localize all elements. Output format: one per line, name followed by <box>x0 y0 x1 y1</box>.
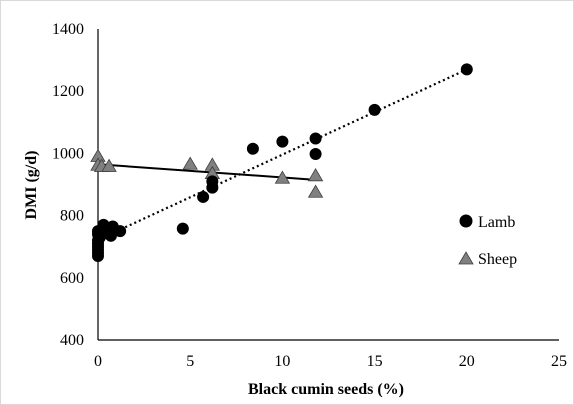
legend-label-sheep: Sheep <box>478 251 517 268</box>
y-tick-label: 600 <box>60 270 84 287</box>
x-axis-title: Black cumin seeds (%) <box>248 381 404 398</box>
legend: Lamb Sheep <box>458 214 517 268</box>
x-tick-label: 15 <box>367 353 383 370</box>
point-sheep <box>274 170 291 184</box>
x-tick-labels: 0 5 10 15 20 25 <box>94 353 567 370</box>
x-tick-label: 20 <box>459 353 475 370</box>
x-tick-label: 10 <box>274 353 290 370</box>
y-tick-label: 400 <box>60 332 84 349</box>
point-lamb <box>460 63 473 76</box>
point-sheep <box>307 167 324 182</box>
y-tick-label: 1000 <box>52 145 84 162</box>
y-tick-label: 1400 <box>52 21 84 38</box>
legend-item-lamb: Lamb <box>459 214 515 231</box>
y-tick-label: 1200 <box>52 83 84 100</box>
point-lamb <box>176 222 189 235</box>
point-sheep <box>101 158 117 172</box>
point-lamb <box>309 132 322 145</box>
legend-marker-sheep <box>458 251 474 265</box>
axes <box>97 29 559 341</box>
trendline-lamb <box>97 68 468 241</box>
point-sheep <box>307 184 324 198</box>
data-points <box>90 63 473 263</box>
x-tick-label: 5 <box>186 353 194 370</box>
point-lamb <box>197 190 210 203</box>
y-tick-labels: 400 600 800 1000 1200 1400 <box>52 21 84 349</box>
point-lamb <box>309 148 322 161</box>
x-tick-label: 25 <box>551 353 567 370</box>
x-tick-label: 0 <box>94 353 102 370</box>
point-lamb <box>246 142 259 155</box>
legend-label-lamb: Lamb <box>478 214 515 231</box>
point-lamb <box>114 225 127 238</box>
point-lamb <box>206 175 219 188</box>
point-lamb <box>276 135 289 148</box>
point-sheep <box>182 156 198 170</box>
legend-marker-lamb <box>459 214 473 228</box>
point-lamb <box>104 229 117 242</box>
trendlines <box>97 68 468 241</box>
y-tick-label: 800 <box>60 208 84 225</box>
y-axis-title: DMI (g/d) <box>23 151 40 220</box>
legend-item-sheep: Sheep <box>458 251 517 268</box>
point-lamb <box>368 103 381 116</box>
